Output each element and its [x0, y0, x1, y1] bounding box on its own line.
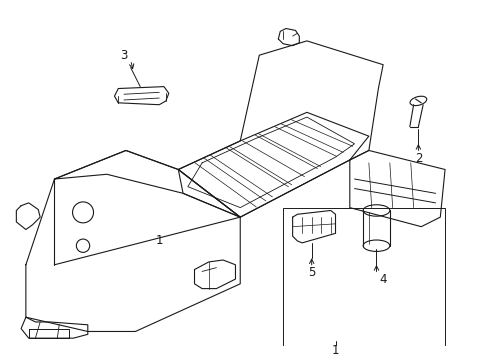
Text: 3: 3 — [121, 49, 128, 62]
Text: 1: 1 — [332, 344, 339, 357]
Text: 5: 5 — [308, 266, 316, 279]
Bar — [283, 208, 445, 346]
Text: 2: 2 — [415, 152, 422, 165]
Text: 1: 1 — [155, 234, 163, 247]
Text: 4: 4 — [379, 273, 387, 285]
